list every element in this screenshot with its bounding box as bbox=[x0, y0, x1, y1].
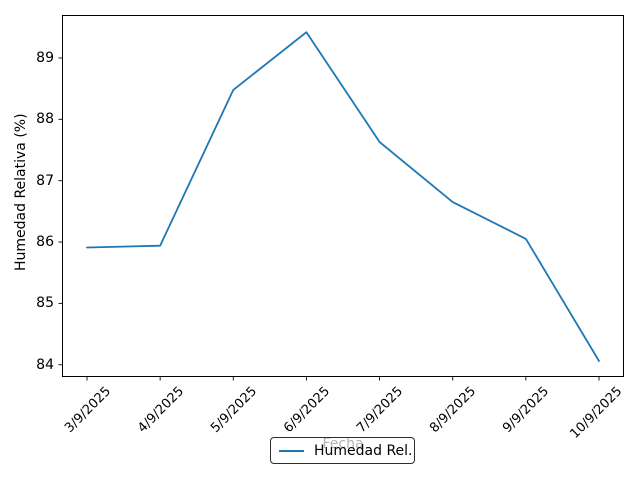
y-tick-label: 85 bbox=[36, 295, 54, 312]
x-axis-title: Fecha bbox=[322, 436, 364, 452]
y-tick-label: 87 bbox=[36, 172, 54, 189]
legend: Humedad Rel. bbox=[270, 437, 415, 464]
x-tick-label: 9/9/2025 bbox=[500, 384, 553, 436]
x-tick-label: 5/9/2025 bbox=[208, 384, 260, 436]
x-tick-label: 7/9/2025 bbox=[354, 384, 407, 436]
x-tick-label: 6/9/2025 bbox=[281, 384, 334, 436]
y-axis-title: Humedad Relativa (%) bbox=[13, 113, 29, 271]
y-tick-label: 89 bbox=[36, 49, 54, 66]
y-tick-label: 84 bbox=[36, 356, 54, 373]
legend-entry-label: Humedad Rel. bbox=[314, 442, 413, 459]
legend-line-swatch bbox=[279, 449, 304, 452]
x-tick-label: 10/9/2025 bbox=[567, 384, 626, 442]
y-tick-label: 86 bbox=[36, 234, 54, 251]
x-tick-label: 8/9/2025 bbox=[427, 384, 480, 436]
x-tick-label: 4/9/2025 bbox=[134, 384, 187, 436]
x-tick-label: 3/9/2025 bbox=[61, 384, 114, 436]
plot-area bbox=[58, 15, 624, 381]
y-tick-label: 88 bbox=[36, 111, 54, 128]
